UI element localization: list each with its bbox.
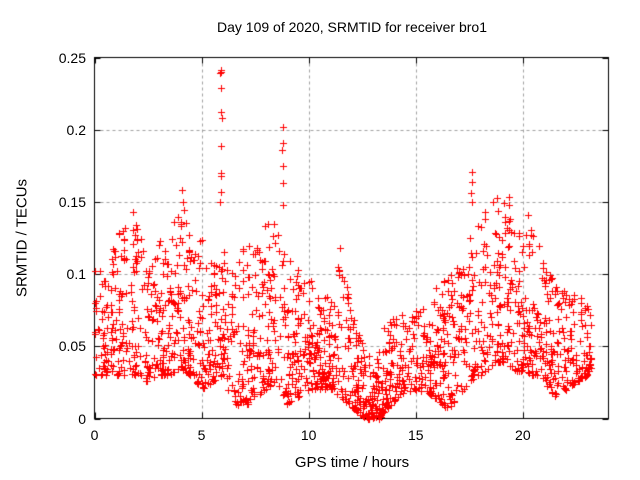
y-tick-label: 0.1 [66,266,86,283]
x-tick-label: 0 [90,427,99,443]
x-tick-label: 15 [407,427,424,443]
y-axis-label: SRMTID / TECUs [13,178,31,298]
x-axis-label: GPS time / hours [294,454,410,471]
y-tick-label: 0.2 [66,121,86,138]
y-tick-label: 0.15 [58,193,86,210]
y-tick-label: 0.25 [58,49,86,66]
y-tick-label: 0.05 [58,338,86,355]
x-tick-label: 10 [300,427,317,443]
x-tick-label: 5 [197,427,206,443]
x-tick-label: 20 [515,427,531,443]
y-tick-label: 0 [78,410,86,427]
chart-title: Day 109 of 2020, SRMTID for receiver bro… [216,19,488,35]
